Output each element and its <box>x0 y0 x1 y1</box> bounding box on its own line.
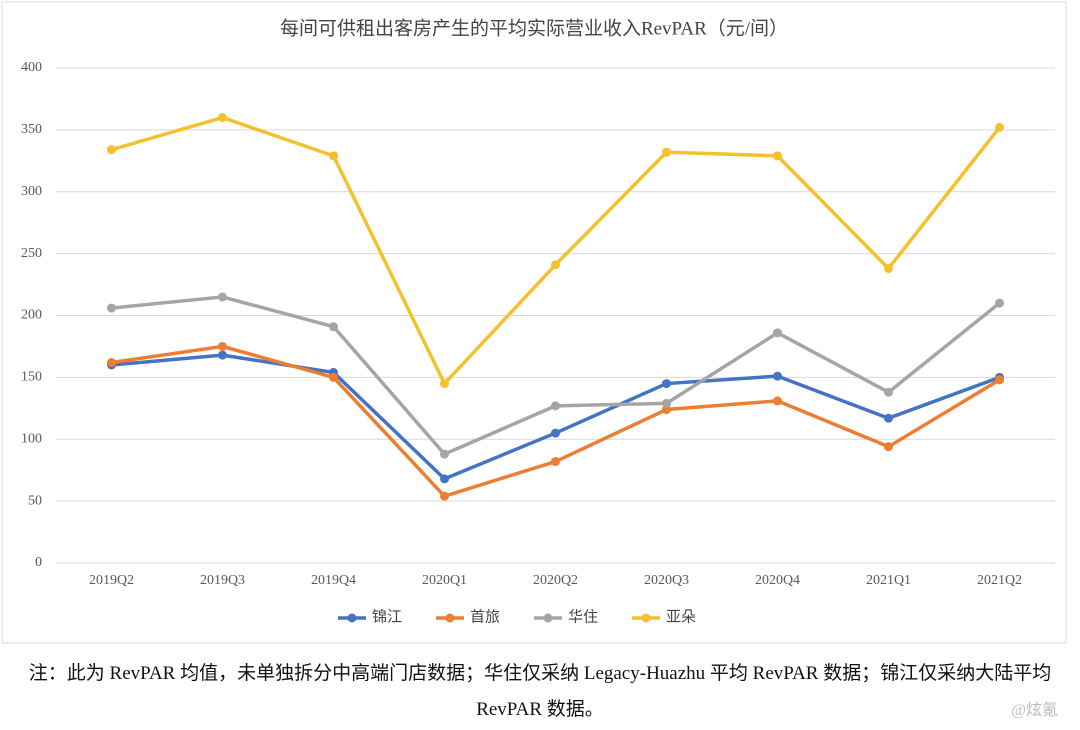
point <box>773 151 782 161</box>
point <box>662 398 671 408</box>
y-tick-label: 150 <box>21 370 42 385</box>
legend-label: 华住 <box>568 608 598 625</box>
point <box>773 371 782 381</box>
point <box>329 322 338 332</box>
x-tick-label: 2019Q3 <box>200 573 245 588</box>
point <box>218 292 227 302</box>
y-tick-label: 250 <box>21 246 42 261</box>
point <box>218 350 227 360</box>
point <box>551 260 560 270</box>
point <box>440 449 449 459</box>
y-tick-label: 50 <box>28 493 42 508</box>
point <box>995 122 1004 132</box>
legend-label: 锦江 <box>372 608 402 625</box>
point <box>995 298 1004 308</box>
point <box>551 457 560 467</box>
point <box>218 341 227 351</box>
x-tick-label: 2021Q2 <box>977 573 1022 588</box>
point <box>884 263 893 273</box>
x-tick-label: 2020Q4 <box>755 573 800 588</box>
point <box>662 405 671 415</box>
y-tick-label: 400 <box>21 60 42 75</box>
point <box>551 428 560 438</box>
point <box>329 151 338 161</box>
point <box>884 442 893 452</box>
watermark: @炫氪 <box>1011 702 1058 719</box>
legend-swatch-dot <box>543 613 553 623</box>
x-tick-label: 2019Q2 <box>89 573 134 588</box>
point <box>884 413 893 423</box>
point <box>329 372 338 382</box>
point <box>107 358 116 368</box>
point <box>107 303 116 313</box>
note: 注：此为 RevPAR 均值，未单独拆分中高端门店数据；华住仅采纳 Legacy… <box>28 663 1052 720</box>
point <box>218 113 227 122</box>
point <box>440 491 449 501</box>
legend-label: 亚朵 <box>666 608 696 625</box>
point <box>884 387 893 397</box>
y-tick-label: 0 <box>35 555 42 570</box>
legend-swatch-dot <box>445 613 455 623</box>
point <box>773 328 782 338</box>
y-tick-label: 300 <box>21 184 42 199</box>
chart-title: 每间可供租出客房产生的平均实际营业收入RevPAR（元/间） <box>280 17 788 39</box>
y-tick-label: 350 <box>21 122 42 137</box>
x-tick-label: 2020Q2 <box>533 573 578 588</box>
legend-swatch-dot <box>641 613 651 623</box>
point <box>773 396 782 406</box>
x-tick-label: 2020Q3 <box>644 573 689 588</box>
legend-swatch-dot <box>347 613 357 623</box>
point <box>662 379 671 389</box>
point <box>440 379 449 389</box>
point <box>107 145 116 155</box>
point <box>440 474 449 484</box>
chart-frame <box>1 1 1067 644</box>
legend-label: 首旅 <box>470 608 500 625</box>
x-tick-label: 2019Q4 <box>311 573 356 588</box>
point <box>995 375 1004 385</box>
chart: 每间可供租出客房产生的平均实际营业收入RevPAR（元/间） 0 50 100 150… <box>1 1 1067 644</box>
x-tick-label: 2020Q1 <box>422 573 467 588</box>
y-tick-label: 200 <box>21 308 42 323</box>
point <box>662 147 671 157</box>
y-tick-label: 100 <box>21 431 42 446</box>
point <box>551 401 560 411</box>
x-tick-label: 2021Q1 <box>866 573 911 588</box>
